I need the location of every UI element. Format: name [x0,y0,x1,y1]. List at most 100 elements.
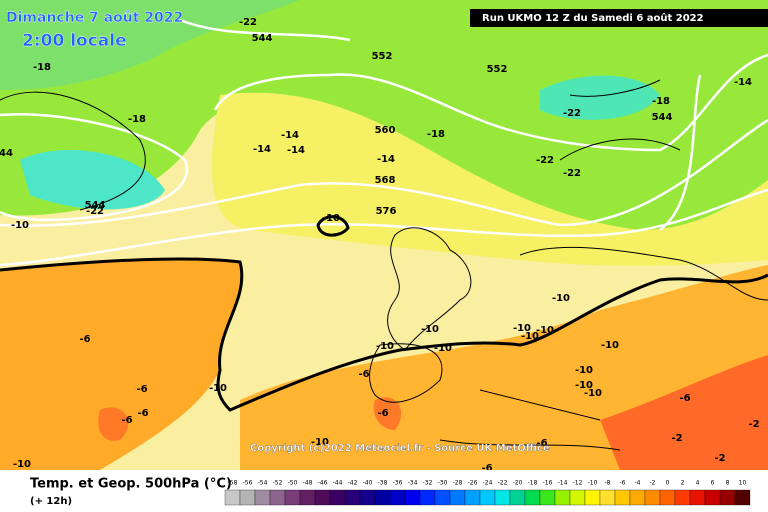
contour-label: -18 [128,114,146,125]
colorbar-swatch [539,489,556,506]
contour-label: -6 [79,334,90,345]
contour-line [659,74,702,231]
contour-label: 544 [85,200,106,211]
colorbar-label: -32 [423,480,433,487]
contour-line [0,118,768,227]
colorbar-label: -14 [558,480,568,487]
cold-pool [20,150,165,210]
coast [0,91,146,211]
iso-line [316,215,350,237]
contour-line [179,18,351,42]
contour-label: 44 [0,148,13,159]
colorbar-label: -26 [468,480,478,487]
contour-label: 544 [252,33,273,44]
forecast-date: Dimanche 7 août 2022 [6,10,183,26]
colorbar-label: -54 [258,480,268,487]
contour-label: -10 [209,383,227,394]
coastlines [0,79,768,451]
contour-label: -22 [563,108,581,119]
contour-label: -10 [575,365,593,376]
colorbar-label: -42 [348,480,358,487]
colorbar-swatch [704,489,721,506]
contour-label: -2 [714,453,725,464]
coast [559,79,681,161]
colorbar-swatch [239,489,256,506]
colorbar-swatch [629,489,646,506]
colorbar-swatch [674,489,691,506]
freezing-lines [0,215,768,412]
contour-label: -2 [671,433,682,444]
contour-label: -10 [13,459,31,470]
contour-label: -10 [513,323,531,334]
colorbar-swatch [644,489,661,506]
colorbar-label: 0 [666,480,670,487]
colorbar-swatch [269,489,286,506]
contour-label: -2 [748,419,759,430]
contour-label: -6 [137,408,148,419]
colorbar-swatch [689,489,706,506]
colorbar-label: -46 [318,480,328,487]
colorbar-label: -10 [588,480,598,487]
colorbar-label: -28 [453,480,463,487]
colorbar-label: -38 [378,480,388,487]
green-dark [0,0,300,90]
contour-label: -10 [11,220,29,231]
contour-label: -18 [33,62,51,73]
contour-label: -14 [253,144,271,155]
contour-label: -18 [652,96,670,107]
colorbar-swatch [524,489,541,506]
contour-label: -10 [311,437,329,448]
contour-label: -10 [434,343,452,354]
contour-label: -10 [521,331,539,342]
colorbar-label: 4 [696,480,700,487]
contour-label: 568 [375,175,396,186]
colorbar-swatch [659,489,676,506]
contour-label: -6 [377,408,388,419]
colorbar-label: -50 [288,480,298,487]
colorbar-swatch [224,489,241,506]
coast [387,227,472,351]
colorbar-label: -56 [243,480,253,487]
colorbar-label: -8 [605,480,611,487]
colorbar-label: -44 [333,480,343,487]
contour-label: -18 [427,129,445,140]
contour-label: -10 [536,325,554,336]
colorbar-swatch [434,489,451,506]
colorbar-swatch [614,489,631,506]
contour-label: -14 [287,145,305,156]
contour-label: -22 [86,206,104,217]
contour-label: 560 [375,125,396,136]
green-area [0,0,768,236]
colorbar: -58 -56 -54 -52 -50 -48 -46 -44 -42 -40 -38 -36 -34-… [224,480,751,506]
coast [519,246,768,301]
contour-label: -14 [734,77,752,88]
colorbar-swatch [449,489,466,506]
colorbar-swatch [479,489,496,506]
contour-label: -14 [377,154,395,165]
colorbar-swatch [404,489,421,506]
copyright: Copyright (c)2022 Meteociel.fr - Source … [250,443,550,454]
colorbar-swatch [314,489,331,506]
colorbar-label: -58 [228,480,238,487]
colorbar-label: 2 [681,480,685,487]
colorbar-swatch [719,489,736,506]
colorbar-label: -6 [620,480,626,487]
colorbar-label: 8 [726,480,730,487]
run-banner [470,9,768,27]
contour-label: -6 [358,369,369,380]
yellow-band [211,92,768,266]
contour-label: -6 [481,463,492,474]
iso-line [0,257,768,412]
contour-label: -10 [584,388,602,399]
colorbar-label: -24 [483,480,493,487]
colorbar-label: -52 [273,480,283,487]
colorbar-swatch [329,489,346,506]
warm-spot [98,407,129,441]
contour-label: -6 [679,393,690,404]
lead-time: (+ 12h) [30,496,72,507]
footer-title: Temp. et Geop. 500hPa (°C) [30,477,232,492]
contour-label: -6 [121,415,132,426]
contour-label: -10 [421,324,439,335]
